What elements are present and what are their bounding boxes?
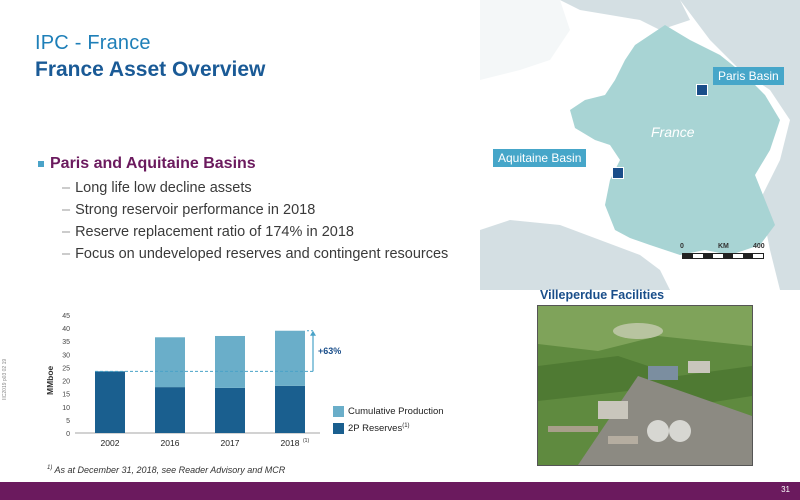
x-tick-label: 2018 <box>281 438 300 448</box>
legend-superscript: (1) <box>402 423 410 429</box>
bullet-item: – Long life low decline assets <box>62 180 252 196</box>
x-tick-label: 2017 <box>221 438 240 448</box>
bullet-item-text: Reserve replacement ratio of 174% in 201… <box>75 224 354 240</box>
side-code: IIC2019 p03 02 19 <box>2 358 8 400</box>
aquitaine-basin-marker-icon <box>612 167 624 179</box>
y-tick-label: 10 <box>62 405 70 412</box>
x-tick-label: 2016 <box>161 438 180 448</box>
scale-start: 0 <box>680 243 684 250</box>
aquitaine-basin-label: Aquitaine Basin <box>493 149 587 167</box>
x-tick-superscript: (1) <box>303 438 309 444</box>
y-tick-label: 25 <box>62 365 70 372</box>
scale-unit: KM <box>718 243 729 250</box>
bullet-item-text: Focus on undeveloped reserves and contin… <box>75 246 449 262</box>
y-tick-label: 0 <box>66 431 70 438</box>
y-tick-label: 45 <box>62 313 70 320</box>
scale-bar <box>682 253 764 259</box>
dash-icon: – <box>62 246 71 262</box>
growth-arrow-icon <box>310 330 316 336</box>
legend-label-cumulative: Cumulative Production <box>348 406 444 418</box>
y-tick-label: 15 <box>62 392 70 399</box>
scale-end: 400 <box>753 243 765 250</box>
dash-icon: – <box>62 202 71 218</box>
footnote-marker: 1) <box>47 465 53 471</box>
chart-ylabel: MMboe <box>45 365 55 395</box>
footer-bar <box>0 482 800 500</box>
page-title: France Asset Overview <box>35 58 266 81</box>
villeperdue-photo <box>537 305 753 466</box>
footnote: 1) As at December 31, 2018, see Reader A… <box>47 465 285 475</box>
legend-item-cumulative: Cumulative Production <box>333 406 444 417</box>
photo-image <box>538 306 752 465</box>
y-tick-label: 30 <box>62 352 70 359</box>
y-tick-label: 40 <box>62 326 70 333</box>
bullet-item: – Reserve replacement ratio of 174% in 20… <box>62 224 354 240</box>
photo-title: Villeperdue Facilities <box>540 288 665 302</box>
bullet-item: – Strong reservoir performance in 2018 <box>62 202 315 218</box>
bullet-item-text: Strong reservoir performance in 2018 <box>75 202 316 218</box>
dash-icon: – <box>62 224 71 240</box>
legend-label-reserves: 2P Reserves <box>348 423 403 435</box>
legend-swatch-cumulative <box>333 406 344 417</box>
map-country-label: France <box>651 124 695 140</box>
bar-2p-reserves <box>155 387 185 433</box>
bullet-square-icon <box>38 160 44 167</box>
y-tick-label: 35 <box>62 339 70 346</box>
bullet-item-text: Long life low decline assets <box>75 180 252 196</box>
growth-annotation: +63% <box>318 346 341 356</box>
bullet-item: – Focus on undeveloped reserves and conti… <box>62 246 448 262</box>
bar-cumulative-production <box>275 330 305 386</box>
y-tick-label: 20 <box>62 379 70 386</box>
france-map <box>480 0 800 290</box>
footnote-text: As at December 31, 2018, see Reader Advi… <box>54 465 286 475</box>
reserves-chart: 0 5 10 15 20 25 30 35 40 45 2002 2016 2017 2018 (1) +63… <box>62 313 341 448</box>
legend-item-reserves: 2P Reserves(1) <box>333 423 410 434</box>
bar-cumulative-production <box>155 337 185 388</box>
dash-icon: – <box>62 180 71 196</box>
bar-2p-reserves <box>95 371 125 433</box>
paris-basin-label: Paris Basin <box>713 67 784 85</box>
paris-basin-marker-icon <box>696 84 708 96</box>
page-number: 31 <box>781 485 790 494</box>
bar-2p-reserves <box>215 387 245 433</box>
bar-2p-reserves <box>275 385 305 433</box>
page-subtitle: IPC - France <box>35 32 151 54</box>
bullet-heading: Paris and Aquitaine Basins <box>38 155 256 173</box>
bar-cumulative-production <box>215 335 245 388</box>
x-tick-label: 2002 <box>101 438 120 448</box>
bullet-heading-text: Paris and Aquitaine Basins <box>50 155 256 172</box>
map-graphic <box>480 0 800 290</box>
y-tick-label: 5 <box>66 418 70 425</box>
legend-swatch-reserves <box>333 423 344 435</box>
